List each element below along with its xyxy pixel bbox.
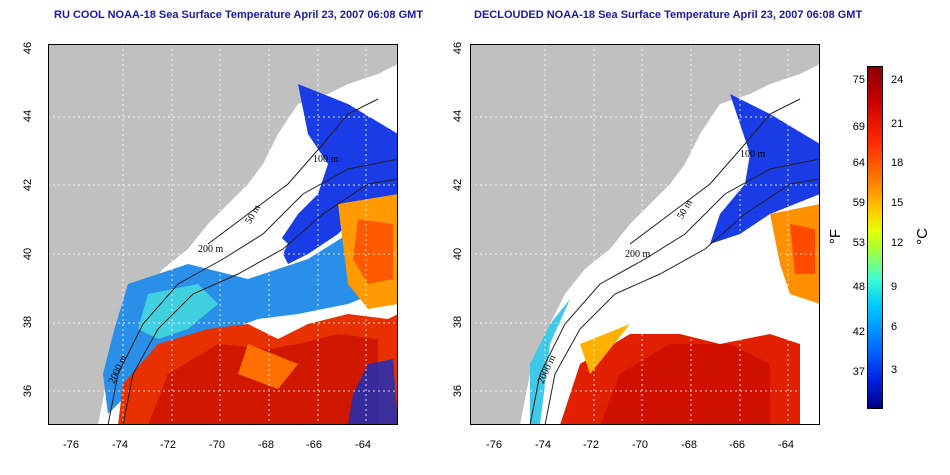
colorbar-f-label: 53 xyxy=(852,237,865,249)
temperature-colorbar xyxy=(867,66,883,409)
right-lat-tick: 44 xyxy=(452,109,464,123)
left-map-title: RU COOL NOAA-18 Sea Surface Temperature … xyxy=(54,9,424,21)
right-lat-tick: 38 xyxy=(452,315,464,329)
left-lon-tick: -72 xyxy=(160,439,176,451)
left-lon-tick: -76 xyxy=(63,439,79,451)
colorbar-f-label: 42 xyxy=(852,326,865,338)
left-lon-tick: -64 xyxy=(355,439,371,451)
colorbar-f-label: 37 xyxy=(852,366,865,378)
left-lat-tick: 42 xyxy=(22,178,34,192)
colorbar-c-label: 18 xyxy=(891,157,904,169)
colorbar-c-label: 9 xyxy=(891,281,898,293)
colorbar-c-label: 21 xyxy=(891,118,904,130)
contour-label-200m: 200 m xyxy=(198,244,224,255)
right-lon-tick: -66 xyxy=(729,439,745,451)
right-lat-tick: 40 xyxy=(452,247,464,261)
right-lon-tick: -74 xyxy=(535,439,551,451)
left-lon-tick: -74 xyxy=(112,439,128,451)
celsius-unit-label: °C xyxy=(913,228,931,245)
contour-label-200m: 200 m xyxy=(625,249,651,260)
right-lon-tick: -70 xyxy=(632,439,648,451)
left-lat-tick: 44 xyxy=(22,109,34,123)
left-lat-tick: 36 xyxy=(22,384,34,398)
colorbar-f-label: 48 xyxy=(852,281,865,293)
fahrenheit-unit-label: °F xyxy=(827,228,845,245)
contour-label-100m: 100 m xyxy=(313,154,339,165)
colorbar-f-label: 69 xyxy=(852,121,865,133)
right-lat-tick: 42 xyxy=(452,178,464,192)
colorbar-c-label: 15 xyxy=(891,197,904,209)
left-map-frame xyxy=(48,44,398,425)
left-lat-tick: 38 xyxy=(22,315,34,329)
contour-label-100m: 100 m xyxy=(740,149,766,160)
right-lon-tick: -72 xyxy=(583,439,599,451)
right-lat-tick: 36 xyxy=(452,384,464,398)
right-sst-map: 200 m 100 m 50 m 2000 m xyxy=(470,44,820,425)
colorbar-c-label: 24 xyxy=(891,74,904,86)
right-map-title: DECLOUDED NOAA-18 Sea Surface Temperatur… xyxy=(474,9,863,21)
left-sst-map: 200 m 100 m 50 m 2000 m xyxy=(48,44,398,425)
right-lat-tick: 46 xyxy=(452,41,464,55)
left-lat-tick: 40 xyxy=(22,247,34,261)
colorbar-c-label: 6 xyxy=(891,321,898,333)
left-lat-tick: 46 xyxy=(22,41,34,55)
left-lon-tick: -66 xyxy=(306,439,322,451)
right-map-frame xyxy=(470,44,820,425)
colorbar-f-label: 59 xyxy=(852,197,865,209)
left-sst-image xyxy=(48,44,398,425)
colorbar-f-label: 75 xyxy=(852,74,865,86)
right-sst-image xyxy=(470,44,820,425)
colorbar-c-label: 3 xyxy=(891,364,898,376)
colorbar-f-label: 64 xyxy=(852,157,865,169)
left-lon-tick: -70 xyxy=(209,439,225,451)
right-lon-tick: -68 xyxy=(681,439,697,451)
right-lon-tick: -76 xyxy=(486,439,502,451)
left-lon-tick: -68 xyxy=(258,439,274,451)
right-lon-tick: -64 xyxy=(778,439,794,451)
colorbar-c-label: 12 xyxy=(891,237,904,249)
